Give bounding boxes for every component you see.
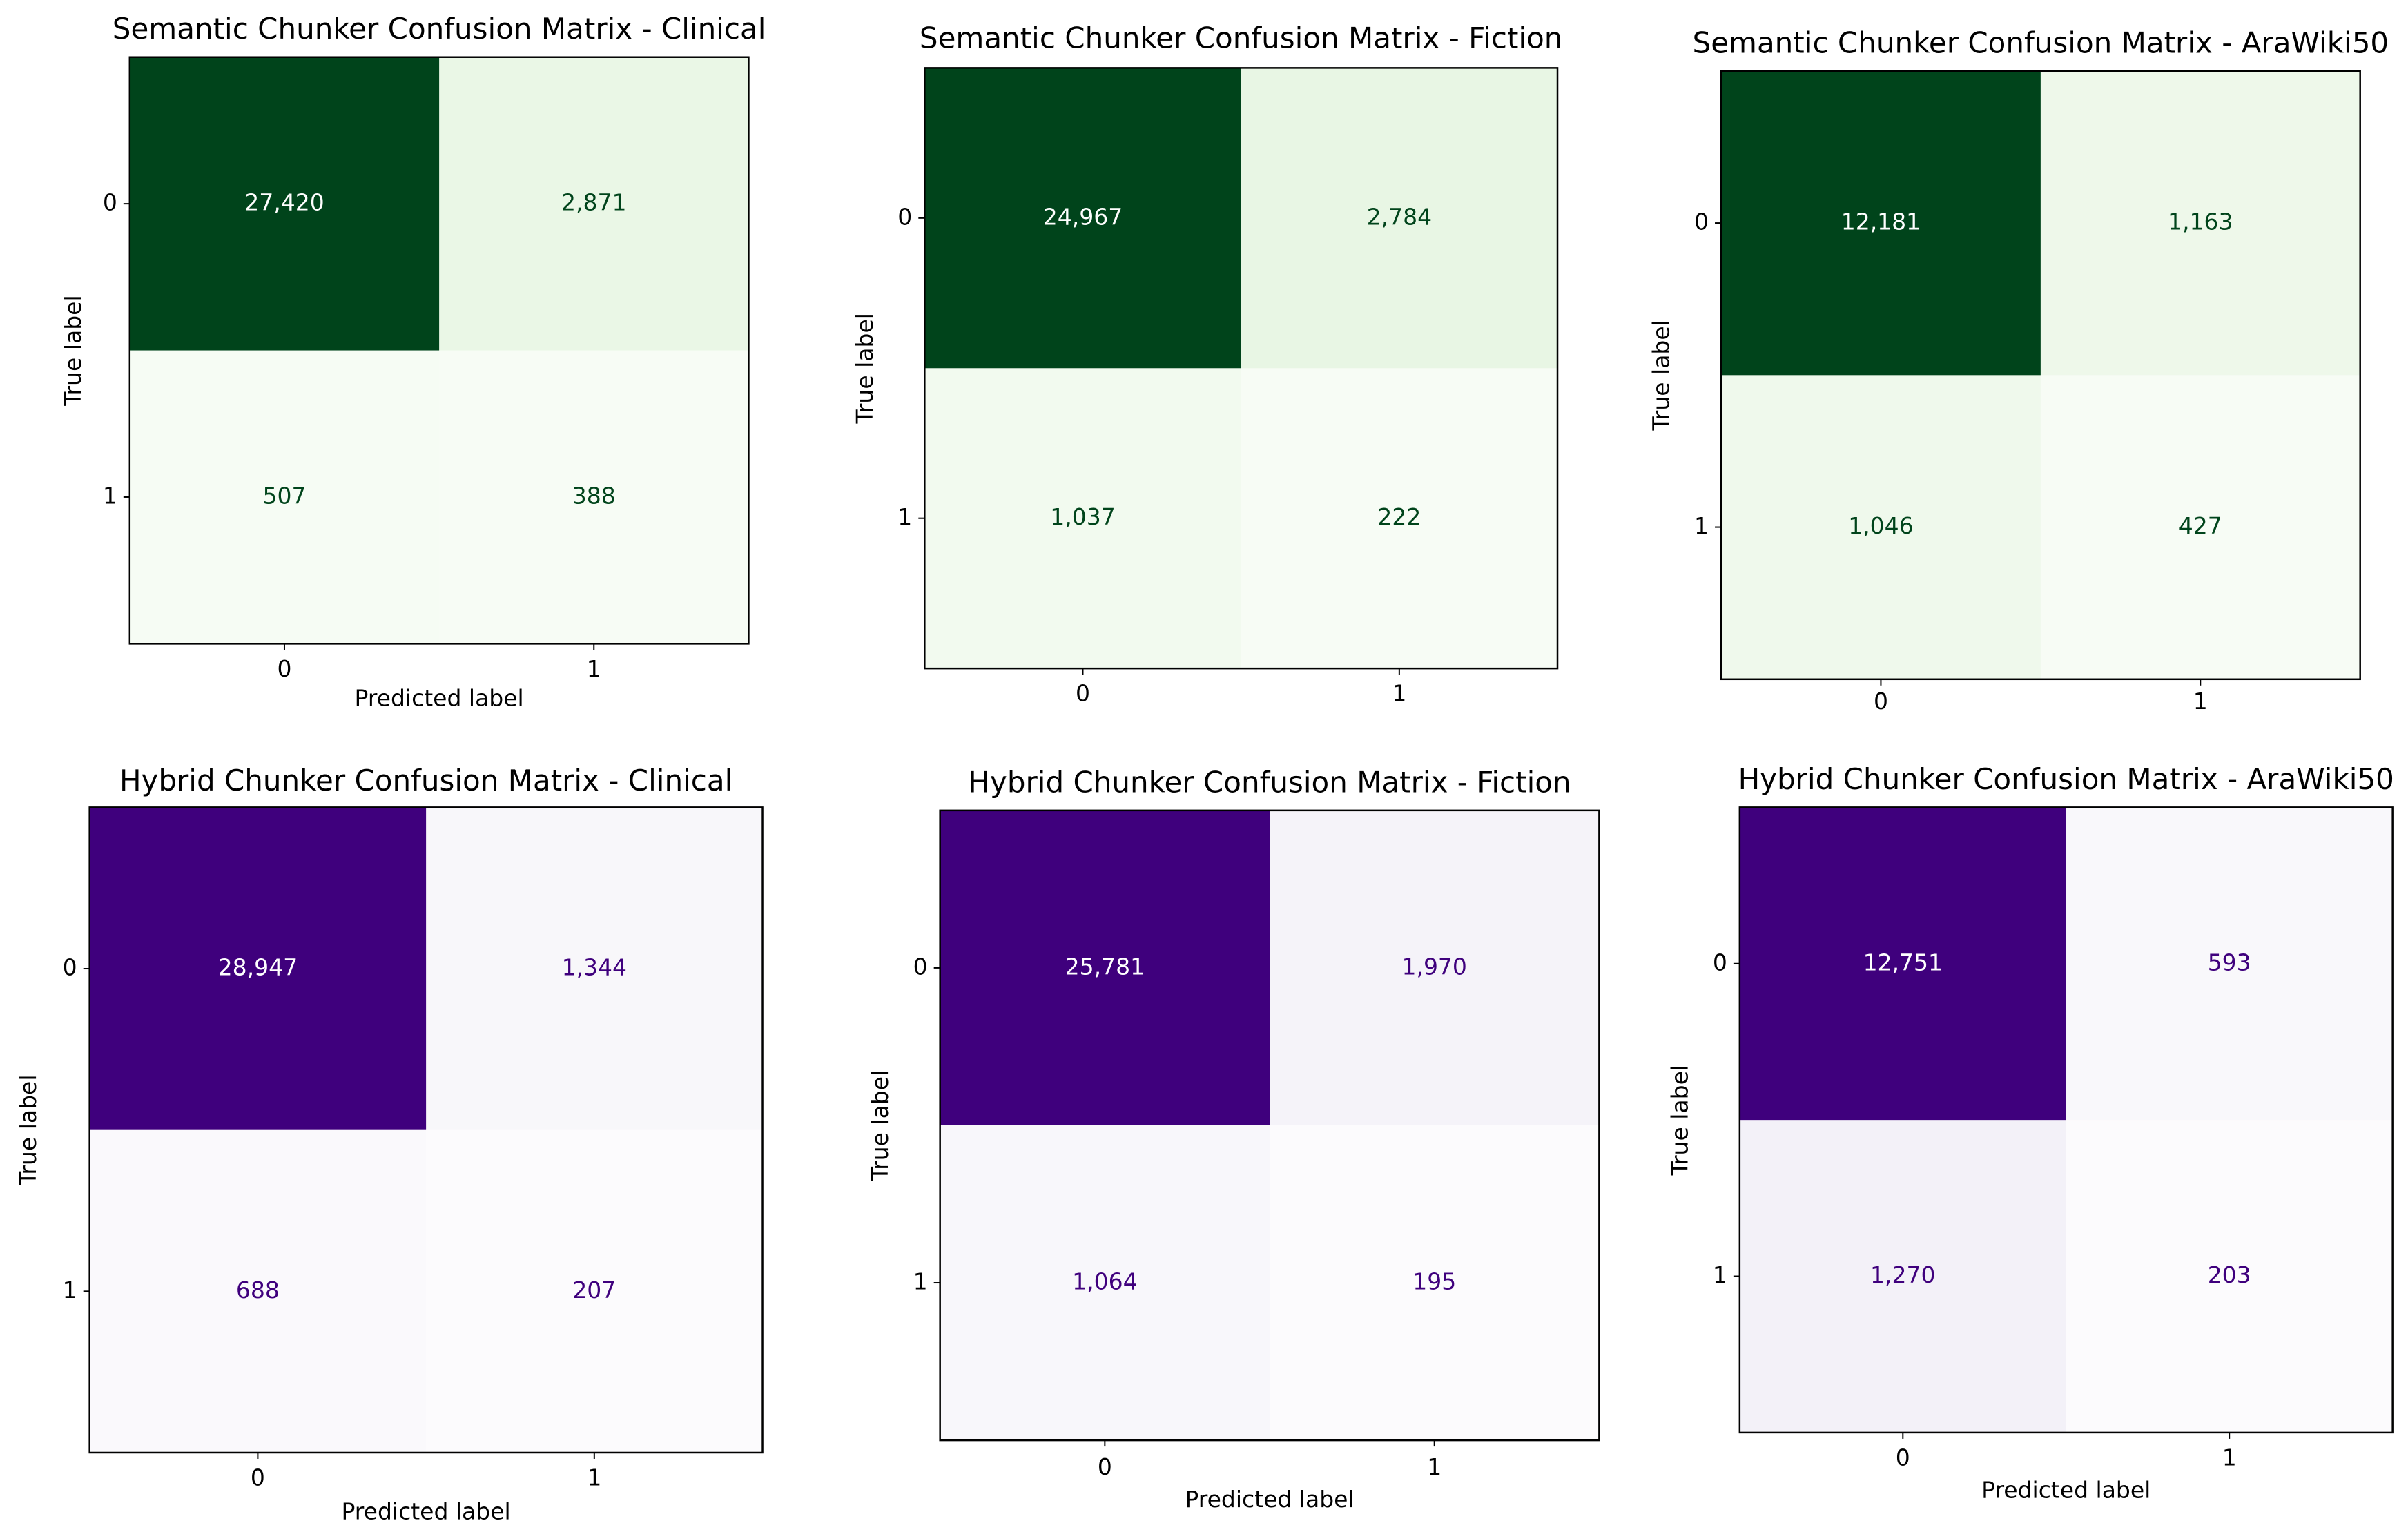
heatmap-cell bbox=[2066, 1120, 2394, 1433]
heatmap-cell bbox=[924, 68, 1242, 369]
x-axis-label: Predicted label bbox=[341, 1498, 510, 1525]
cell-label: 2,871 bbox=[561, 189, 626, 216]
heatmap-cell bbox=[1241, 68, 1558, 369]
cell-label: 27,420 bbox=[244, 189, 324, 216]
x-tick-label: 1 bbox=[1427, 1453, 1441, 1480]
chart-title: Hybrid Chunker Confusion Matrix - AraWik… bbox=[1738, 762, 2394, 796]
x-tick-label: 0 bbox=[1076, 680, 1090, 707]
cell-label: 2,784 bbox=[1367, 203, 1432, 230]
plot-frame bbox=[128, 56, 750, 645]
y-tick-label: 0 bbox=[1694, 209, 1709, 235]
heatmap-cell bbox=[439, 350, 749, 644]
x-tick-label: 0 bbox=[1896, 1444, 1910, 1471]
heatmap-cell bbox=[89, 807, 427, 1131]
cell-label: 28,947 bbox=[218, 954, 298, 981]
heatmap-cell bbox=[1270, 810, 1600, 1126]
chart-title: Semantic Chunker Confusion Matrix - AraW… bbox=[1693, 26, 2389, 59]
y-tick-label: 1 bbox=[63, 1277, 77, 1303]
x-axis-label: Predicted label bbox=[1185, 1486, 1354, 1513]
heatmap-cell bbox=[129, 350, 440, 644]
plot-frame bbox=[1720, 70, 2361, 681]
y-tick-label: 1 bbox=[1694, 512, 1709, 539]
cell-label: 203 bbox=[2208, 1261, 2251, 1288]
y-tick-label: 1 bbox=[1713, 1261, 1727, 1288]
cell-label: 1,037 bbox=[1050, 503, 1115, 530]
x-tick-label: 1 bbox=[2193, 688, 2208, 715]
heatmap-cell bbox=[129, 57, 440, 351]
y-tick-label: 1 bbox=[897, 503, 912, 530]
heatmap-cell bbox=[940, 1125, 1270, 1441]
y-tick-label: 1 bbox=[913, 1268, 928, 1295]
chart-title: Semantic Chunker Confusion Matrix - Fict… bbox=[920, 21, 1563, 55]
cell-label: 222 bbox=[1377, 503, 1421, 530]
y-tick-label: 0 bbox=[63, 954, 77, 981]
cell-label: 427 bbox=[2179, 512, 2222, 539]
heatmap-cell bbox=[426, 807, 764, 1131]
heatmap-cell bbox=[1739, 1120, 2067, 1433]
cell-label: 12,751 bbox=[1863, 949, 1943, 976]
x-axis-label: Predicted label bbox=[1981, 1476, 2150, 1503]
cell-label: 12,181 bbox=[1841, 209, 1921, 235]
heatmap-cell bbox=[940, 810, 1270, 1126]
x-tick-label: 0 bbox=[251, 1464, 265, 1491]
x-axis-label: Predicted label bbox=[355, 684, 524, 711]
y-axis-label: True label bbox=[1648, 320, 1675, 431]
heatmap-cell bbox=[924, 368, 1242, 669]
x-tick-label: 0 bbox=[1874, 688, 1888, 715]
cell-label: 507 bbox=[262, 482, 306, 509]
heatmap-cell bbox=[1721, 375, 2041, 680]
y-tick-label: 0 bbox=[1713, 949, 1727, 976]
y-axis-label: True label bbox=[851, 313, 878, 424]
heatmap-cell bbox=[2040, 70, 2361, 376]
y-tick-label: 1 bbox=[103, 482, 117, 509]
chart-title: Semantic Chunker Confusion Matrix - Clin… bbox=[113, 12, 766, 46]
y-axis-label: True label bbox=[1666, 1065, 1693, 1176]
y-tick-label: 0 bbox=[897, 203, 912, 230]
cell-label: 1,344 bbox=[562, 954, 627, 981]
cell-label: 207 bbox=[572, 1277, 616, 1303]
chart-title: Hybrid Chunker Confusion Matrix - Fictio… bbox=[968, 765, 1571, 799]
x-tick-label: 1 bbox=[587, 1464, 601, 1491]
plot-frame bbox=[939, 809, 1600, 1442]
x-tick-label: 0 bbox=[1098, 1453, 1112, 1480]
heatmap-cell bbox=[439, 57, 749, 351]
x-tick-label: 1 bbox=[587, 655, 601, 682]
x-tick-label: 0 bbox=[277, 655, 291, 682]
heatmap-cell bbox=[1739, 807, 2067, 1121]
y-axis-label: True label bbox=[59, 295, 86, 406]
plot-frame bbox=[1738, 806, 2394, 1434]
cell-label: 1,064 bbox=[1072, 1268, 1137, 1295]
heatmap-cell bbox=[426, 1129, 764, 1453]
plot-frame bbox=[924, 67, 1559, 670]
cell-label: 388 bbox=[572, 482, 616, 509]
heatmap-cell bbox=[1241, 368, 1558, 669]
y-axis-label: True label bbox=[866, 1070, 893, 1181]
heatmap-cell bbox=[2066, 807, 2394, 1121]
cell-label: 24,967 bbox=[1043, 203, 1123, 230]
cell-label: 1,046 bbox=[1848, 512, 1913, 539]
heatmap-cell bbox=[1270, 1125, 1600, 1441]
x-tick-label: 1 bbox=[1392, 680, 1406, 707]
y-axis-label: True label bbox=[14, 1074, 41, 1185]
heatmap-cell bbox=[89, 1129, 427, 1453]
cell-label: 195 bbox=[1412, 1268, 1456, 1295]
heatmap-cell bbox=[1721, 70, 2041, 376]
chart-title: Hybrid Chunker Confusion Matrix - Clinic… bbox=[119, 764, 732, 797]
cell-label: 1,163 bbox=[2168, 209, 2233, 235]
cell-label: 688 bbox=[236, 1277, 280, 1303]
cell-label: 1,970 bbox=[1401, 953, 1466, 980]
cell-label: 25,781 bbox=[1065, 953, 1145, 980]
heatmap-cell bbox=[2040, 375, 2361, 680]
cell-label: 1,270 bbox=[1870, 1261, 1935, 1288]
x-tick-label: 1 bbox=[2222, 1444, 2237, 1471]
cell-label: 593 bbox=[2208, 949, 2251, 976]
plot-frame bbox=[88, 806, 764, 1454]
y-tick-label: 0 bbox=[103, 189, 117, 216]
y-tick-label: 0 bbox=[913, 953, 928, 980]
